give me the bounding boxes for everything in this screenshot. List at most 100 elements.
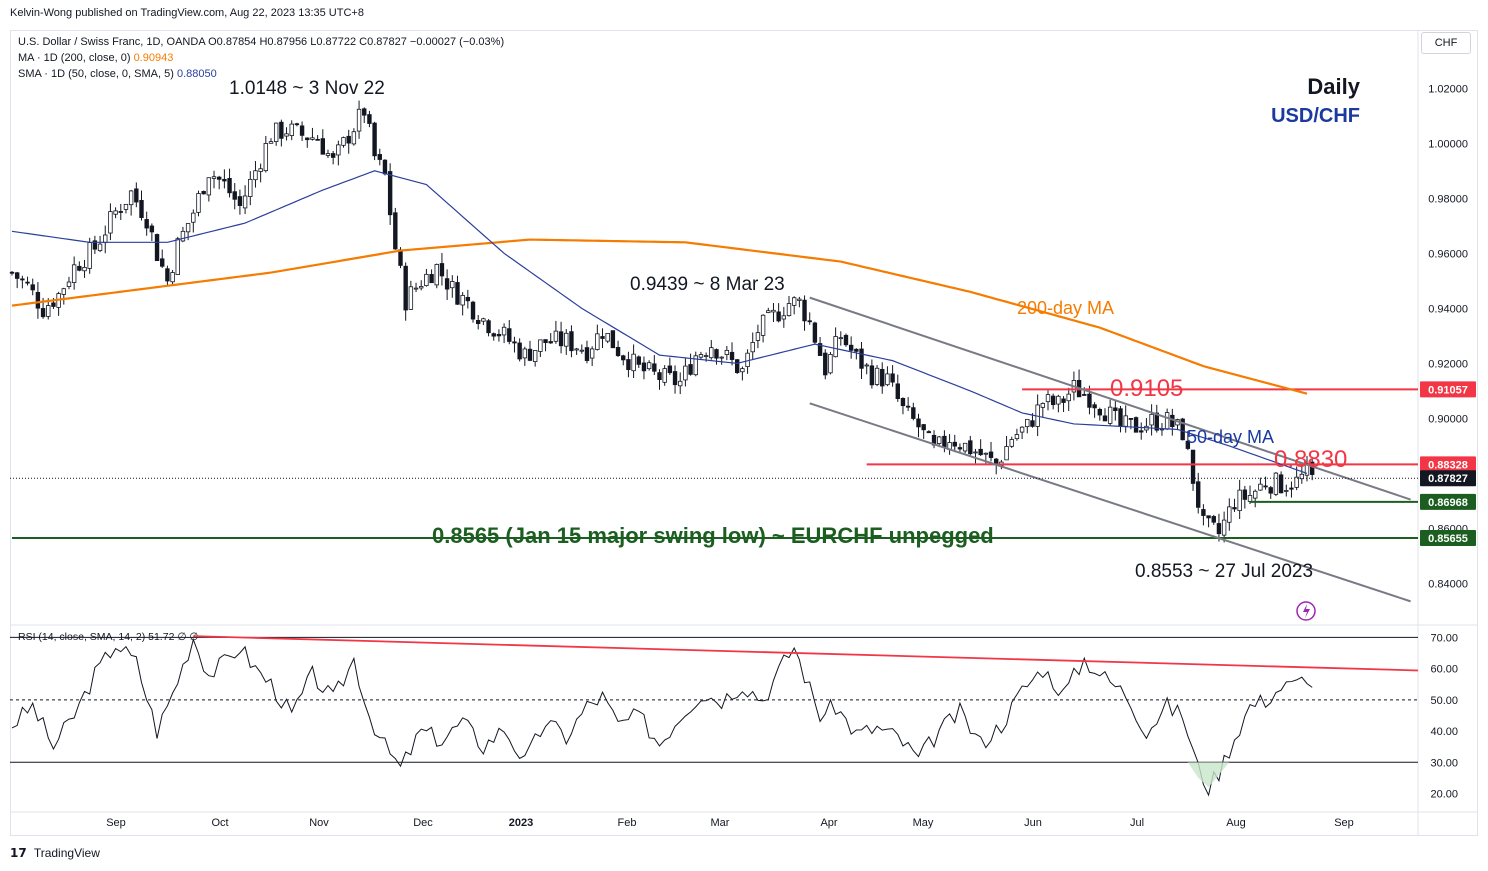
candle-body — [1268, 487, 1273, 494]
candle-body — [848, 344, 854, 351]
price-tick-label: 1.02000 — [1428, 83, 1468, 95]
candle-body — [703, 355, 709, 357]
candle-body — [367, 114, 372, 124]
publisher-credit: Kelvin-Wong published on TradingView.com… — [10, 7, 364, 19]
candle-body — [869, 365, 875, 386]
resistance-0-8830-annotation: 0.8830 — [1274, 446, 1347, 473]
candle-body — [962, 442, 968, 452]
legend-sma50[interactable]: SMA · 1D (50, close, 0, SMA, 5) 0.88050 — [18, 68, 217, 80]
candle-body — [507, 328, 512, 342]
candle-body — [242, 195, 248, 209]
candle-body — [812, 322, 818, 343]
candle-body — [51, 302, 56, 307]
candle-body — [1299, 473, 1305, 480]
time-tick-label: May — [913, 817, 934, 829]
candle-body — [553, 330, 559, 342]
candle-body — [356, 108, 362, 132]
price-axis-label — [1420, 470, 1476, 487]
candle-body — [646, 362, 652, 370]
candle-body — [952, 441, 957, 447]
footer-brand[interactable]: 𝟭𝟳 TradingView — [10, 846, 100, 860]
rsi-line — [11, 637, 1313, 797]
candle-body — [1123, 415, 1128, 427]
price-tick-label: 0.84000 — [1428, 578, 1468, 590]
rsi-tick-label: 50.00 — [1430, 695, 1458, 707]
candle-body — [351, 131, 357, 145]
rsi-tick-label: 60.00 — [1430, 664, 1458, 676]
candle-body — [843, 334, 849, 346]
time-tick-label: Aug — [1226, 817, 1246, 829]
candle-body — [1061, 398, 1066, 403]
candle-body — [1221, 519, 1227, 536]
candle-body — [35, 291, 41, 309]
candle-body — [983, 452, 989, 455]
candle-body — [1025, 418, 1030, 428]
candle-body — [973, 451, 978, 454]
candle-body — [626, 359, 631, 371]
candle-body — [108, 211, 113, 234]
candle-body — [745, 352, 750, 367]
candle-body — [1133, 417, 1139, 433]
price-axis-label — [1420, 529, 1476, 546]
currency-button[interactable]: CHF — [1421, 32, 1471, 54]
candle-body — [185, 223, 191, 233]
candle-body — [341, 137, 346, 146]
rsi-oversold-fill — [1187, 762, 1230, 788]
high-nov-annotation: 1.0148 ~ 3 Nov 22 — [229, 78, 385, 99]
candle-body — [128, 190, 134, 206]
candle-body — [1196, 481, 1201, 508]
candle-body — [268, 141, 274, 144]
candle-body — [496, 334, 502, 337]
candle-body — [486, 320, 491, 334]
candle-body — [1014, 434, 1020, 440]
candle-body — [957, 447, 963, 450]
candle-body — [154, 234, 160, 262]
candle-body — [874, 367, 880, 385]
footer-brand-label: TradingView — [33, 846, 100, 860]
candle-body — [149, 225, 155, 233]
candle-body — [802, 299, 807, 322]
candle-body — [336, 144, 341, 156]
candle-body — [387, 171, 393, 216]
candle-body — [1180, 418, 1185, 441]
candle-body — [460, 295, 465, 306]
candle-body — [937, 436, 942, 444]
price-tick-label: 0.96000 — [1428, 248, 1468, 260]
support-annotation: 0.8565 (Jan 15 major swing low) ~ EURCHF… — [432, 523, 994, 548]
price-axis-label-text: 0.86968 — [1428, 497, 1468, 509]
time-tick-label: Mar — [711, 817, 730, 829]
candle-body — [615, 346, 621, 357]
candle-body — [1040, 403, 1046, 408]
legend-main[interactable]: U.S. Dollar / Swiss Franc, 1D, OANDA O0.… — [18, 36, 505, 48]
timeframe-label: Daily — [1307, 74, 1360, 99]
candle-body — [103, 234, 108, 244]
candle-body — [543, 339, 548, 344]
candle-body — [605, 332, 610, 342]
ma200-line — [11, 238, 1308, 395]
candle-body — [320, 138, 325, 155]
candle-body — [279, 121, 284, 139]
candle-body — [522, 348, 528, 359]
candle-body — [165, 268, 170, 282]
candle-body — [82, 267, 87, 272]
candle-body — [538, 339, 543, 352]
candle-body — [574, 348, 579, 351]
candle-body — [942, 435, 947, 448]
candle-body — [71, 264, 77, 283]
candle-body — [760, 314, 766, 336]
candle-body — [729, 351, 735, 360]
candle-body — [724, 349, 730, 355]
candle-body — [1273, 472, 1279, 495]
legend-ma200[interactable]: MA · 1D (200, close, 0) 0.90943 — [18, 52, 173, 64]
candle-body — [20, 278, 25, 281]
lightning-icon[interactable] — [1296, 601, 1316, 621]
candle-body — [232, 191, 237, 200]
candle-body — [589, 348, 595, 359]
candle-body — [1284, 490, 1289, 492]
candle-body — [273, 122, 279, 142]
candle-body — [398, 249, 403, 266]
candle-body — [766, 310, 771, 313]
candle-body — [621, 355, 626, 361]
candle-body — [9, 271, 15, 274]
